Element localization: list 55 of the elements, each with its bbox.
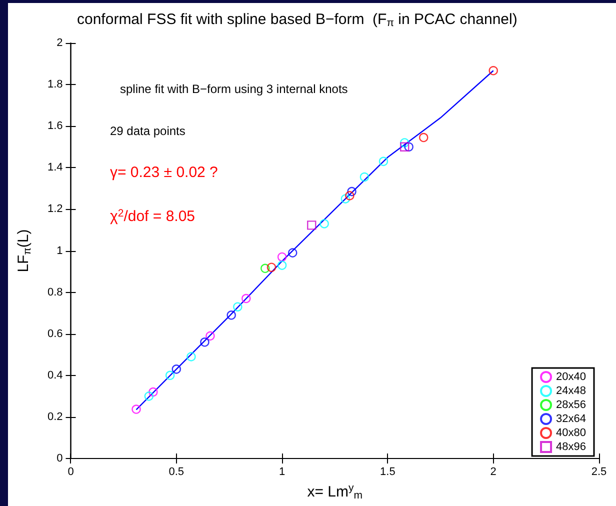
legend-label: 28x56: [556, 399, 586, 411]
point: [148, 387, 158, 397]
point: [260, 264, 270, 274]
point: [200, 338, 210, 347]
x-tick-label: 1: [278, 466, 286, 478]
point: [307, 220, 316, 230]
point: [277, 260, 287, 270]
legend-label: 32x64: [556, 413, 586, 425]
annotation: spline fit with B−form using 3 internal knots: [120, 82, 348, 96]
x-tick-label: 0: [68, 466, 74, 478]
y-tick-label: 1.6: [47, 120, 63, 132]
annotation: 29 data points: [110, 124, 186, 138]
point: [360, 172, 370, 182]
y-tick-label: 0.6: [47, 328, 63, 340]
y-tick-label: 0.4: [47, 369, 63, 382]
point: [144, 392, 154, 401]
point: [242, 294, 251, 304]
legend-label: 40x80: [556, 427, 586, 439]
point: [320, 219, 329, 228]
y-axis-title: LFπ(L): [15, 229, 34, 272]
y-tick-label: 2: [56, 37, 63, 49]
point: [488, 66, 498, 76]
x-tick-label: 1.5: [380, 466, 396, 478]
point: [347, 186, 356, 196]
point: [345, 191, 354, 200]
y-tick-label: 1.8: [47, 78, 63, 91]
y-tick-label: 1: [56, 244, 63, 257]
y-tick-label: 0: [56, 452, 63, 464]
point: [132, 404, 141, 414]
point: [186, 352, 196, 362]
point: [419, 132, 428, 142]
y-tick-label: 0.2: [47, 410, 63, 423]
point: [165, 370, 175, 380]
y-tick-label: 1.4: [47, 162, 63, 174]
annotation: γ= 0.23 ± 0.02 ?: [110, 164, 218, 181]
point: [378, 156, 388, 166]
x-tick-label: 2.5: [591, 466, 607, 478]
point: [226, 310, 236, 320]
point: [288, 248, 298, 258]
point: [233, 302, 242, 312]
point: [400, 138, 410, 148]
legend-label: 20x40: [556, 371, 586, 383]
point: [340, 194, 350, 204]
x-tick-label: 2: [490, 466, 496, 478]
legend-label: 48x96: [556, 441, 586, 453]
y-tick-label: 1.2: [47, 203, 63, 216]
legend-label: 24x48: [556, 385, 586, 397]
point: [266, 262, 276, 272]
point: [206, 331, 215, 341]
point: [404, 142, 414, 152]
x-tick-label: 0.5: [168, 466, 184, 478]
point: [400, 142, 410, 152]
point: [277, 252, 287, 262]
point: [172, 364, 181, 374]
y-tick-label: 0.8: [47, 286, 63, 298]
